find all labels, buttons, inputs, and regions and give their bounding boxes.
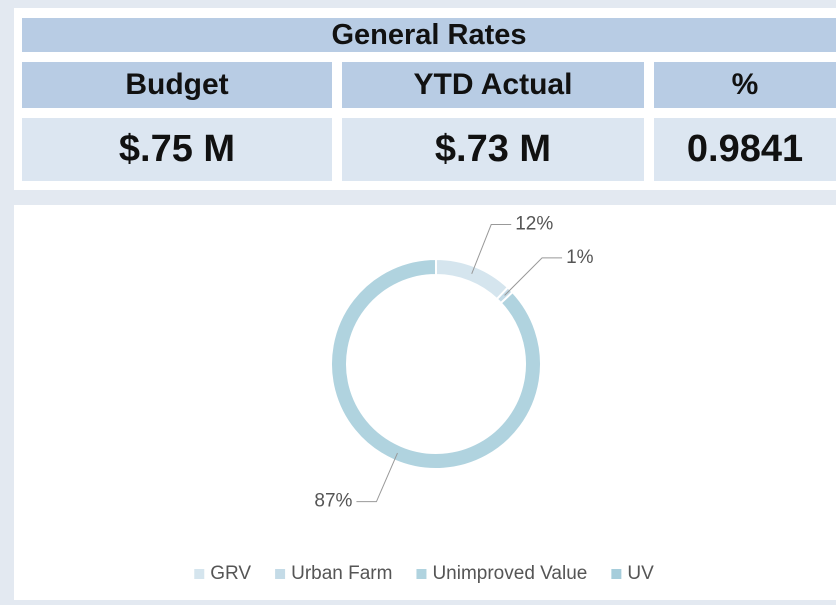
data-label: 12% [515, 214, 553, 235]
legend-swatch [194, 569, 205, 579]
kpi-value: 0.9841 [654, 118, 836, 181]
data-label: 87% [314, 491, 352, 512]
kpi-panel: General Rates Budget YTD Actual % $.75 M… [14, 8, 836, 190]
leader-line [504, 257, 563, 296]
legend-label: Unimproved Value [432, 563, 587, 584]
donut-slice [435, 257, 510, 301]
column-header: Budget [22, 62, 332, 108]
legend-swatch [611, 569, 622, 579]
legend-label: UV [627, 563, 654, 584]
legend-label: GRV [210, 563, 251, 584]
chart-panel: 12% 1% 87% GRV Urban Farm Unimproved Value UV [14, 205, 836, 600]
donut-slice [330, 257, 542, 470]
column-header: % [654, 62, 836, 108]
kpi-value: $.73 M [342, 118, 644, 181]
data-label: 1% [566, 247, 594, 268]
chart: 12% 1% 87% GRV Urban Farm Unimproved Value UV [194, 214, 654, 584]
legend-swatch [416, 569, 427, 579]
column-header: YTD Actual [342, 62, 644, 108]
table-title: General Rates [22, 18, 836, 52]
kpi-value: $.75 M [22, 118, 332, 181]
legend-label: Urban Farm [291, 563, 392, 584]
leader-line [471, 224, 512, 274]
legend-swatch [275, 569, 286, 579]
leader-line [356, 452, 398, 503]
